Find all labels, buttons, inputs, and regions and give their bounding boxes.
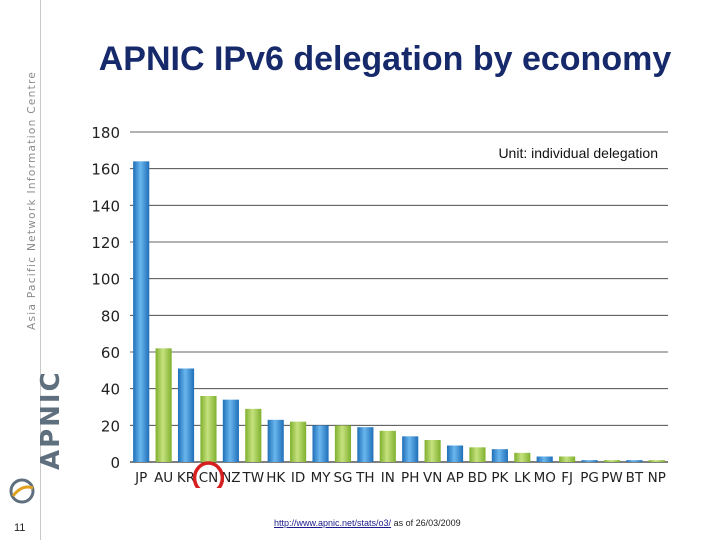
bar-kr	[177, 368, 195, 462]
bar-chart: 0 20 40 60 80 100 120 140 160 180 JP AU KR CN NZ TW HK I…	[91, 124, 668, 488]
x-tick-label: MO	[534, 470, 556, 486]
bar-au	[155, 348, 172, 462]
y-tick-label: 40	[101, 381, 120, 399]
x-tick-label: LK	[514, 470, 532, 486]
bar-tw	[245, 408, 262, 462]
bar-hk	[267, 419, 284, 462]
brand-wordmark: APNIC	[36, 370, 66, 470]
y-tick-label: 20	[101, 417, 120, 435]
bar-np	[648, 460, 665, 462]
x-tick-label: TW	[241, 470, 264, 486]
y-tick-label: 60	[101, 344, 120, 362]
bar-vn	[424, 440, 441, 462]
y-tick-label: 140	[91, 197, 120, 215]
x-tick-label: VN	[423, 470, 442, 486]
gridlines	[130, 131, 668, 463]
x-tick-label: BD	[468, 470, 488, 486]
x-tick-label: PK	[491, 470, 509, 486]
bar-pw	[603, 460, 621, 462]
source-footer: http://www.apnic.net/stats/o3/ as of 26/…	[274, 518, 461, 528]
bar-pk	[491, 449, 508, 462]
bar-pg	[581, 460, 598, 462]
x-tick-label: KR	[177, 470, 195, 486]
x-axis-ticks: JP AU KR CN NZ TW HK ID MY SG TH IN PH VN AP BD PK LK MO FJ…	[134, 470, 666, 486]
source-link[interactable]: http://www.apnic.net/stats/o3/	[274, 518, 392, 528]
y-tick-label: 0	[110, 454, 120, 472]
y-tick-label: 180	[91, 124, 120, 142]
y-tick-label: 160	[91, 161, 120, 179]
bar-bt	[626, 460, 643, 462]
bar-th	[357, 427, 374, 462]
bars	[133, 161, 665, 463]
bar-ap	[446, 445, 464, 462]
x-tick-label: NP	[648, 470, 666, 486]
x-tick-label: ID	[291, 470, 305, 486]
x-tick-label: IN	[381, 470, 395, 486]
x-tick-label: FJ	[561, 470, 573, 486]
bar-in	[379, 430, 396, 462]
y-axis-ticks: 0 20 40 60 80 100 120 140 160 180	[91, 124, 120, 472]
apnic-logo-icon	[9, 478, 35, 504]
bar-fj	[559, 456, 576, 462]
bar-my	[312, 425, 329, 462]
x-tick-label: PW	[601, 470, 623, 486]
organization-name: Asia Pacific Network Information Centre	[26, 70, 38, 330]
bar-ph	[402, 436, 419, 462]
unit-annotation: Unit: individual delegation	[498, 145, 658, 161]
sidebar-divider	[40, 0, 41, 540]
x-tick-label: PG	[580, 470, 599, 486]
x-tick-label: JP	[134, 470, 147, 486]
x-tick-label: NZ	[221, 470, 240, 486]
source-date: as of 26/03/2009	[393, 518, 461, 528]
x-tick-label: SG	[333, 470, 352, 486]
bar-cn	[200, 396, 217, 462]
bar-sg	[334, 425, 352, 462]
y-tick-label: 80	[101, 307, 120, 325]
x-tick-label: HK	[266, 470, 286, 486]
y-tick-label: 120	[91, 234, 120, 252]
bar-bd	[469, 447, 486, 462]
slide-title: APNIC IPv6 delegation by economy	[98, 40, 672, 78]
highlight-circle	[192, 461, 225, 488]
x-tick-label: MY	[311, 470, 332, 486]
page-number: 11	[14, 522, 26, 534]
bar-mo	[536, 456, 553, 462]
bar-lk	[514, 452, 531, 462]
bar-nz	[222, 399, 239, 462]
sidebar: Asia Pacific Network Information Centre …	[0, 0, 66, 540]
x-tick-label: AU	[154, 470, 173, 486]
bar-jp	[133, 161, 150, 463]
x-tick-label: BT	[626, 470, 644, 486]
x-tick-label: PH	[401, 470, 419, 486]
bar-id	[290, 421, 307, 462]
x-tick-label: TH	[355, 470, 374, 486]
y-tick-label: 100	[91, 271, 120, 289]
x-tick-label: AP	[446, 470, 463, 486]
x-tick-label: CN	[199, 470, 219, 486]
